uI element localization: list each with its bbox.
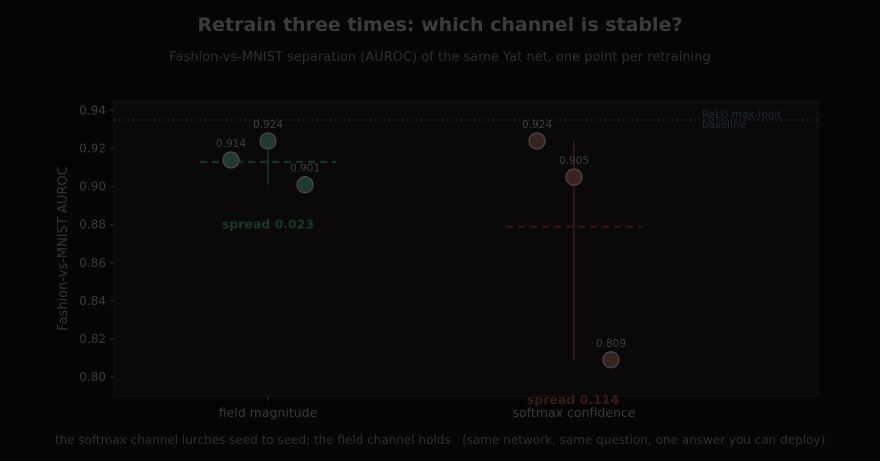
y-tick-label: 0.88 (79, 218, 106, 232)
y-tick-label: 0.90 (79, 180, 106, 194)
y-tick-label: 0.92 (79, 142, 106, 156)
data-label: 0.905 (559, 155, 589, 167)
baseline-label: baseline (702, 119, 746, 131)
data-label: 0.901 (290, 163, 320, 175)
y-tick-label: 0.86 (79, 256, 106, 270)
x-tick-label: softmax confidence (513, 405, 636, 420)
baseline-label: ReLU max-logit (702, 109, 781, 121)
data-point (259, 132, 277, 150)
y-tick-label: 0.84 (79, 294, 106, 308)
data-point (565, 168, 583, 186)
data-point (222, 151, 240, 169)
data-point (296, 176, 314, 194)
y-axis-label: Fashion-vs-MNIST AUROC (56, 166, 71, 330)
x-tick-label: field magnitude (219, 405, 318, 420)
y-tick-label: 0.94 (79, 104, 106, 118)
data-label: 0.809 (596, 338, 626, 350)
data-label: 0.924 (253, 119, 283, 131)
data-point (602, 351, 620, 369)
chart-footer: the softmax channel lurches seed to seed… (54, 433, 826, 447)
data-point (528, 132, 546, 150)
plot-area (113, 100, 819, 397)
data-label: 0.914 (216, 138, 246, 150)
y-tick-label: 0.82 (79, 332, 106, 346)
spread-label: spread 0.023 (222, 217, 314, 232)
y-tick-label: 0.80 (79, 370, 106, 384)
chart-title: Retrain three times: which channel is st… (197, 14, 683, 36)
chart-subtitle: Fashion-vs-MNIST separation (AUROC) of t… (169, 50, 711, 65)
spread-label: spread 0.114 (527, 392, 620, 407)
data-label: 0.924 (522, 119, 552, 131)
